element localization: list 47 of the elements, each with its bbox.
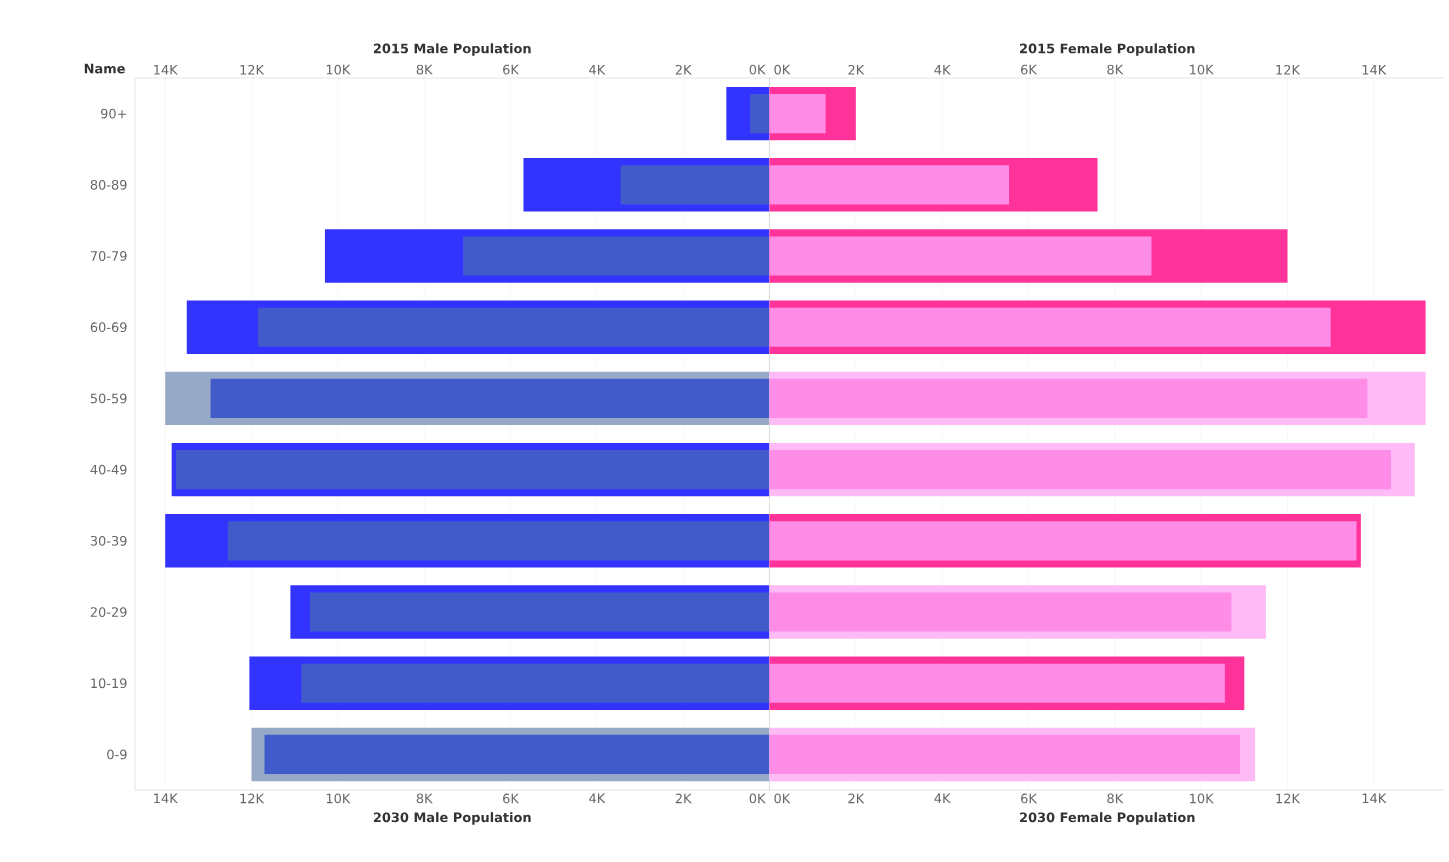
x2-tick-label: 2K: [848, 64, 865, 75]
y-tick-label: 10-19: [91, 678, 127, 689]
x2-tick-label: 12K: [240, 64, 265, 75]
x2-tick-label: 2K: [675, 64, 692, 75]
y-axis-title: Name: [84, 63, 125, 74]
x-tick-label: 4K: [934, 793, 951, 803]
x-tick-label: 8K: [1107, 793, 1124, 804]
x2-tick-label: 6K: [503, 64, 520, 75]
x-tick-label: 10K: [1190, 793, 1214, 804]
y-tick-label: 0-9: [107, 749, 127, 760]
x-axis-title: 2030 Male Population: [373, 812, 531, 825]
x-axis-title: 2030 Female Population: [1020, 812, 1195, 825]
x-tick-label: 2K: [675, 793, 692, 804]
x2-tick-label: 6K: [1021, 64, 1038, 75]
x2-tick-label: 14K: [154, 65, 178, 75]
x2-tick-label: 10K: [1190, 64, 1214, 75]
y-tick-label: 50-59: [90, 393, 127, 404]
y-tick-label: 60-69: [90, 322, 127, 333]
x2-tick-label: 4K: [589, 65, 606, 75]
x-tick-label: 10K: [326, 793, 351, 804]
x-tick-label: 2K: [848, 793, 865, 804]
x2-tick-label: 10K: [326, 64, 351, 75]
y-tick-label: 30-39: [90, 535, 127, 546]
x2-axis-title: 2015 Male Population: [373, 43, 531, 56]
y-tick-label: 70-79: [90, 251, 127, 261]
x2-tick-label: 8K: [416, 64, 433, 75]
x-tick-label: 0K: [749, 793, 766, 804]
x2-tick-label: 14K: [1362, 65, 1387, 75]
y-tick-label: 40-49: [90, 464, 127, 475]
x2-tick-label: 4K: [934, 65, 951, 75]
x2-axis-title: 2015 Female Population: [1020, 43, 1195, 56]
y-tick-label: 80-89: [90, 179, 127, 190]
x-tick-label: 4K: [589, 793, 606, 803]
x2-tick-label: 0K: [749, 64, 766, 75]
x-tick-label: 14K: [154, 793, 178, 803]
x-tick-label: 0K: [774, 793, 791, 804]
x2-tick-label: 12K: [1276, 64, 1301, 75]
x-tick-label: 12K: [240, 793, 265, 804]
x-tick-label: 12K: [1276, 793, 1301, 804]
x2-tick-label: 0K: [774, 64, 791, 75]
x-tick-label: 6K: [503, 793, 520, 804]
x-tick-label: 8K: [416, 793, 433, 804]
y-tick-label: 90+: [100, 108, 127, 119]
x-tick-label: 6K: [1021, 793, 1038, 804]
x2-tick-label: 8K: [1107, 64, 1124, 75]
y-tick-label: 20-29: [90, 607, 127, 617]
x-tick-label: 14K: [1362, 793, 1387, 803]
